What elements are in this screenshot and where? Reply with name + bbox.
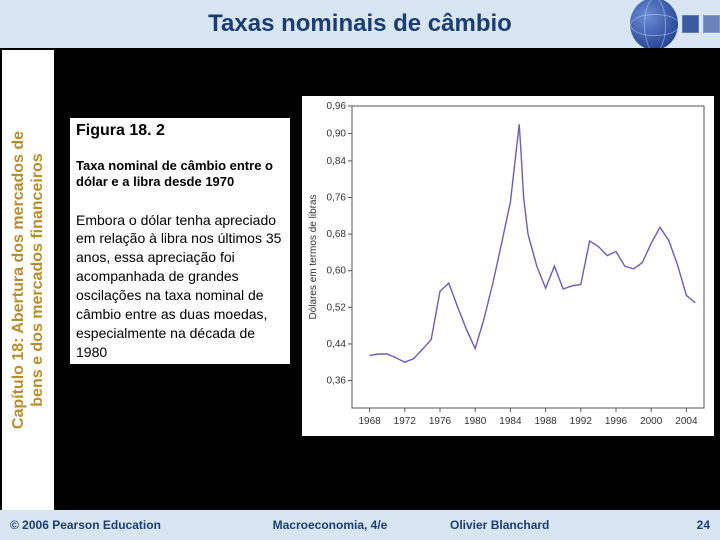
chapter-line1: Capítulo 18: Abertura dos mercados de [10, 131, 27, 429]
footer-author: Olivier Blanchard [430, 518, 630, 532]
text-column: Figura 18. 2 Taxa nominal de câmbio entr… [70, 118, 290, 364]
chapter-label: Capítulo 18: Abertura dos mercados de be… [9, 50, 47, 510]
svg-text:0,90: 0,90 [327, 128, 347, 139]
footer-book: Macroeconomia, 4/e [230, 518, 430, 532]
svg-text:Dólares em termos de libras: Dólares em termos de libras [308, 194, 319, 319]
svg-text:0,52: 0,52 [327, 302, 347, 313]
figure-caption: Taxa nominal de câmbio entre o dólar e a… [70, 156, 290, 193]
svg-text:1976: 1976 [429, 416, 452, 427]
figure-body: Embora o dólar tenha apreciado em relaçã… [70, 209, 290, 364]
svg-text:1968: 1968 [358, 416, 381, 427]
svg-text:0,60: 0,60 [327, 266, 347, 277]
globe-icon [630, 0, 678, 50]
title-decoration [630, 0, 720, 48]
svg-text:0,84: 0,84 [327, 156, 347, 167]
svg-text:2004: 2004 [675, 416, 698, 427]
svg-text:1980: 1980 [464, 416, 487, 427]
svg-text:0,96: 0,96 [327, 101, 347, 112]
chart-svg: 0,36 0,44 0,52 0,60 0,68 0,76 0,84 0,90 0,96 1968… [302, 96, 714, 436]
svg-text:0,76: 0,76 [327, 193, 347, 204]
footer-page: 24 [630, 518, 710, 532]
square-deco-2 [703, 15, 720, 33]
figure-label: Figura 18. 2 [70, 118, 290, 144]
svg-text:1992: 1992 [570, 416, 593, 427]
svg-text:0,36: 0,36 [327, 376, 347, 387]
svg-text:0,44: 0,44 [327, 339, 347, 350]
svg-text:1972: 1972 [394, 416, 417, 427]
exchange-rate-chart: 0,36 0,44 0,52 0,60 0,68 0,76 0,84 0,90 0,96 1968… [302, 96, 714, 436]
page-title: Taxas nominais de câmbio [208, 10, 512, 38]
content-area: Figura 18. 2 Taxa nominal de câmbio entr… [60, 48, 720, 510]
chapter-line2: bens e dos mercados financeiros [29, 153, 46, 406]
svg-text:1988: 1988 [534, 416, 557, 427]
square-deco-1 [682, 15, 699, 33]
footer-copyright: © 2006 Pearson Education [10, 518, 230, 532]
title-bar: Taxas nominais de câmbio [0, 0, 720, 48]
svg-text:0,68: 0,68 [327, 229, 347, 240]
svg-text:1984: 1984 [499, 416, 522, 427]
chapter-sidebar: Capítulo 18: Abertura dos mercados de be… [2, 50, 54, 510]
svg-text:2000: 2000 [640, 416, 663, 427]
footer: © 2006 Pearson Education Macroeconomia, … [0, 510, 720, 540]
svg-text:1996: 1996 [605, 416, 628, 427]
